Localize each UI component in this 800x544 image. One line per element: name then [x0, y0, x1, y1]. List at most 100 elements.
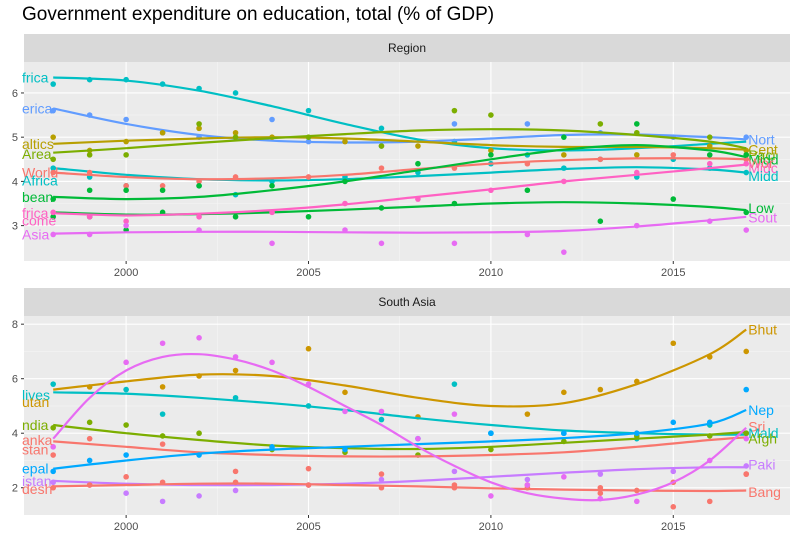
data-point: [159, 187, 166, 194]
series-end-label: Sout: [748, 210, 777, 226]
series-end-label: Paci: [748, 147, 775, 163]
data-point: [305, 107, 312, 114]
series-start-label: ndia: [22, 417, 49, 433]
data-point: [524, 411, 531, 417]
trend-line: [53, 328, 747, 408]
data-point: [415, 160, 421, 167]
data-point: [50, 81, 56, 87]
series-start-label: anka: [22, 432, 53, 448]
data-point: [342, 138, 348, 145]
data-point: [378, 143, 385, 149]
data-point: [561, 389, 567, 396]
data-point: [524, 476, 531, 483]
data-point: [524, 121, 531, 127]
data-point: [451, 107, 458, 114]
data-point: [743, 348, 750, 355]
data-point: [196, 493, 202, 499]
data-point: [86, 187, 93, 194]
data-point: [342, 408, 348, 415]
data-point: [378, 125, 385, 132]
data-point: [706, 152, 713, 158]
series-end-label: Wor: [748, 155, 774, 171]
data-point: [123, 359, 129, 366]
series-start-label: altics: [22, 136, 54, 152]
data-point: [86, 152, 93, 158]
data-point: [196, 335, 202, 341]
data-point: [123, 152, 129, 158]
data-point: [524, 187, 531, 194]
series-end-label: Nort: [748, 131, 775, 147]
series-end-label: Mald: [748, 425, 778, 441]
data-point: [232, 468, 239, 475]
data-point: [305, 465, 312, 472]
data-point: [743, 471, 750, 477]
data-point: [269, 183, 275, 189]
data-point: [415, 435, 421, 442]
data-point: [196, 213, 202, 220]
data-point: [743, 227, 750, 233]
data-point: [196, 183, 202, 189]
data-point: [86, 435, 93, 442]
data-point: [488, 147, 494, 154]
y-tick-label: 2: [12, 483, 18, 495]
series-start-label: lives: [22, 387, 50, 403]
data-point: [232, 90, 239, 96]
trend-line: [53, 136, 747, 151]
x-tick-label: 2015: [661, 521, 685, 533]
data-point: [232, 367, 239, 374]
series-end-label: Sri: [748, 418, 765, 434]
direct-labels: fricaericaalticsAreaWorldAfricabeanfrica…: [22, 69, 779, 242]
data-point: [123, 218, 129, 224]
series-bhutan: [53, 328, 750, 420]
series-end-label: Midc: [748, 160, 778, 176]
data-point: [488, 446, 494, 453]
data-point: [670, 419, 677, 426]
series-start-label: Area: [22, 146, 52, 162]
series-end-label: Bhut: [748, 322, 777, 338]
data-point: [159, 129, 166, 136]
data-point: [743, 386, 750, 393]
series-start-label: desh: [22, 481, 52, 497]
data-point: [488, 112, 494, 118]
series-start-label: istan: [22, 473, 52, 489]
data-point: [597, 121, 604, 127]
data-point: [159, 183, 166, 189]
data-point: [305, 345, 312, 352]
x-tick-label: 2015: [661, 267, 685, 279]
series-end-label: Low: [748, 200, 775, 216]
facet-strip: [24, 288, 790, 316]
data-point: [50, 156, 56, 163]
data-point: [378, 408, 385, 415]
series-afghanistan: [50, 335, 750, 505]
data-point: [378, 476, 385, 483]
series-latin-america-caribbean: [50, 121, 750, 202]
series-start-label: erica: [22, 100, 53, 116]
data-point: [670, 504, 677, 510]
data-point: [159, 441, 166, 447]
data-point: [415, 143, 421, 149]
data-point: [50, 213, 56, 220]
data-point: [123, 474, 129, 480]
y-tick-label: 6: [12, 374, 18, 386]
series-end-label: Midd: [748, 168, 778, 184]
x-tick-label: 2005: [296, 521, 320, 533]
data-point: [123, 422, 129, 428]
facet-strip-label: Region: [388, 41, 426, 55]
series-end-label: Midd: [748, 151, 778, 167]
data-point: [378, 471, 385, 477]
data-point: [196, 121, 202, 127]
data-point: [524, 231, 531, 238]
trend-line: [53, 423, 747, 451]
x-tick-label: 2010: [479, 267, 503, 279]
data-point: [378, 165, 385, 171]
data-point: [451, 411, 458, 417]
data-point: [561, 430, 567, 437]
data-point: [50, 165, 56, 171]
trend-line: [53, 215, 747, 235]
y-tick-label: 8: [12, 319, 18, 331]
trend-line: [52, 352, 747, 502]
y-tick-label: 3: [12, 221, 18, 233]
data-point: [232, 394, 239, 401]
data-point: [123, 490, 129, 496]
